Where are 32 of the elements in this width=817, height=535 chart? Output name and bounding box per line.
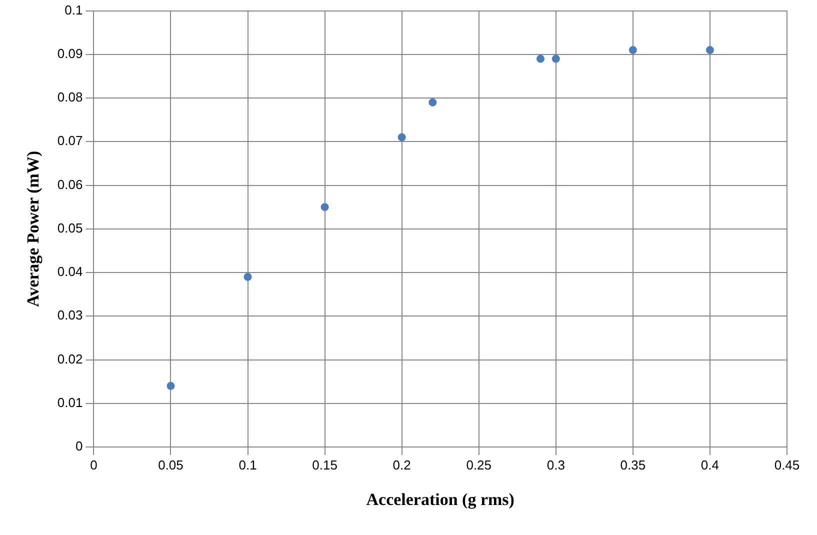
point — [552, 54, 560, 63]
point — [244, 272, 252, 281]
y-tick-label: 0.08 — [57, 90, 83, 105]
x-tick-label: 0.3 — [546, 457, 565, 472]
x-tick-label: 0.45 — [774, 457, 800, 472]
x-tick-label: 0.1 — [238, 457, 257, 472]
point — [706, 46, 714, 54]
point — [628, 46, 637, 54]
y-tick-label: 0.03 — [57, 308, 83, 323]
x-tick-label: 0.35 — [620, 457, 646, 472]
point — [536, 54, 544, 63]
y-tick-label: 0.09 — [57, 46, 83, 61]
y-tick-label: 0.01 — [57, 394, 83, 410]
point — [398, 133, 406, 142]
point — [166, 382, 175, 390]
x-tick-label: 0.25 — [466, 457, 492, 472]
point — [320, 203, 329, 212]
y-tick-label: 0.06 — [57, 176, 83, 192]
x-axis-title: Acceleration (g rms) — [366, 490, 514, 510]
x-tick-label: 0 — [90, 457, 98, 472]
x-tick-label: 0.2 — [392, 457, 411, 472]
y-tick-label: 0.1 — [64, 2, 83, 18]
y-tick-label: 0.07 — [57, 133, 83, 148]
y-tick-label: 0.02 — [57, 351, 83, 366]
y-tick-label: 0 — [75, 438, 83, 454]
x-tick-label: 0.05 — [158, 457, 184, 472]
point — [428, 98, 437, 106]
x-tick-label: 0.15 — [312, 457, 338, 472]
y-axis-title: Average Power (mW) — [24, 150, 43, 307]
x-tick-label: 0.4 — [700, 457, 720, 472]
y-tick-label: 0.04 — [57, 264, 83, 280]
y-tick-label: 0.05 — [57, 220, 83, 236]
